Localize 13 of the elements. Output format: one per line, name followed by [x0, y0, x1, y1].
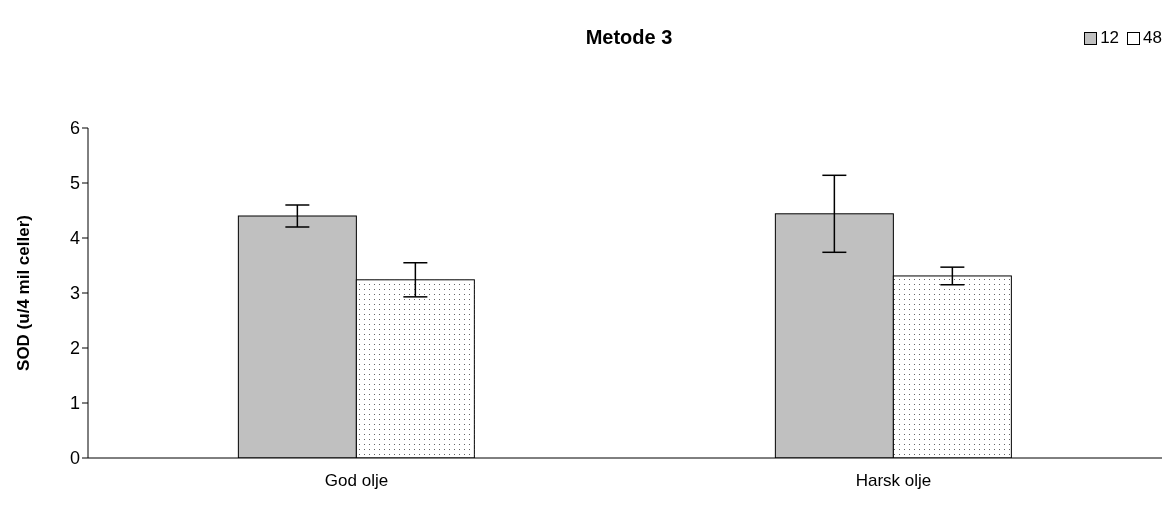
y-tick-label: 1 — [69, 393, 80, 414]
y-tick-label: 5 — [69, 173, 80, 194]
y-tick-label: 2 — [69, 338, 80, 359]
y-tick-label: 4 — [69, 228, 80, 249]
y-tick-label: 3 — [69, 283, 80, 304]
y-axis-title: SOD (u/4 mil celler) — [14, 215, 34, 371]
y-tick-label: 6 — [69, 118, 80, 139]
x-tick-label: Harsk olje — [855, 471, 932, 491]
y-tick-label: 0 — [69, 448, 80, 469]
chart-title: Metode 3 — [585, 26, 673, 48]
legend-label: 12 — [1099, 28, 1120, 48]
x-tick-label: God olje — [324, 471, 389, 491]
legend-label: 48 — [1142, 28, 1162, 48]
